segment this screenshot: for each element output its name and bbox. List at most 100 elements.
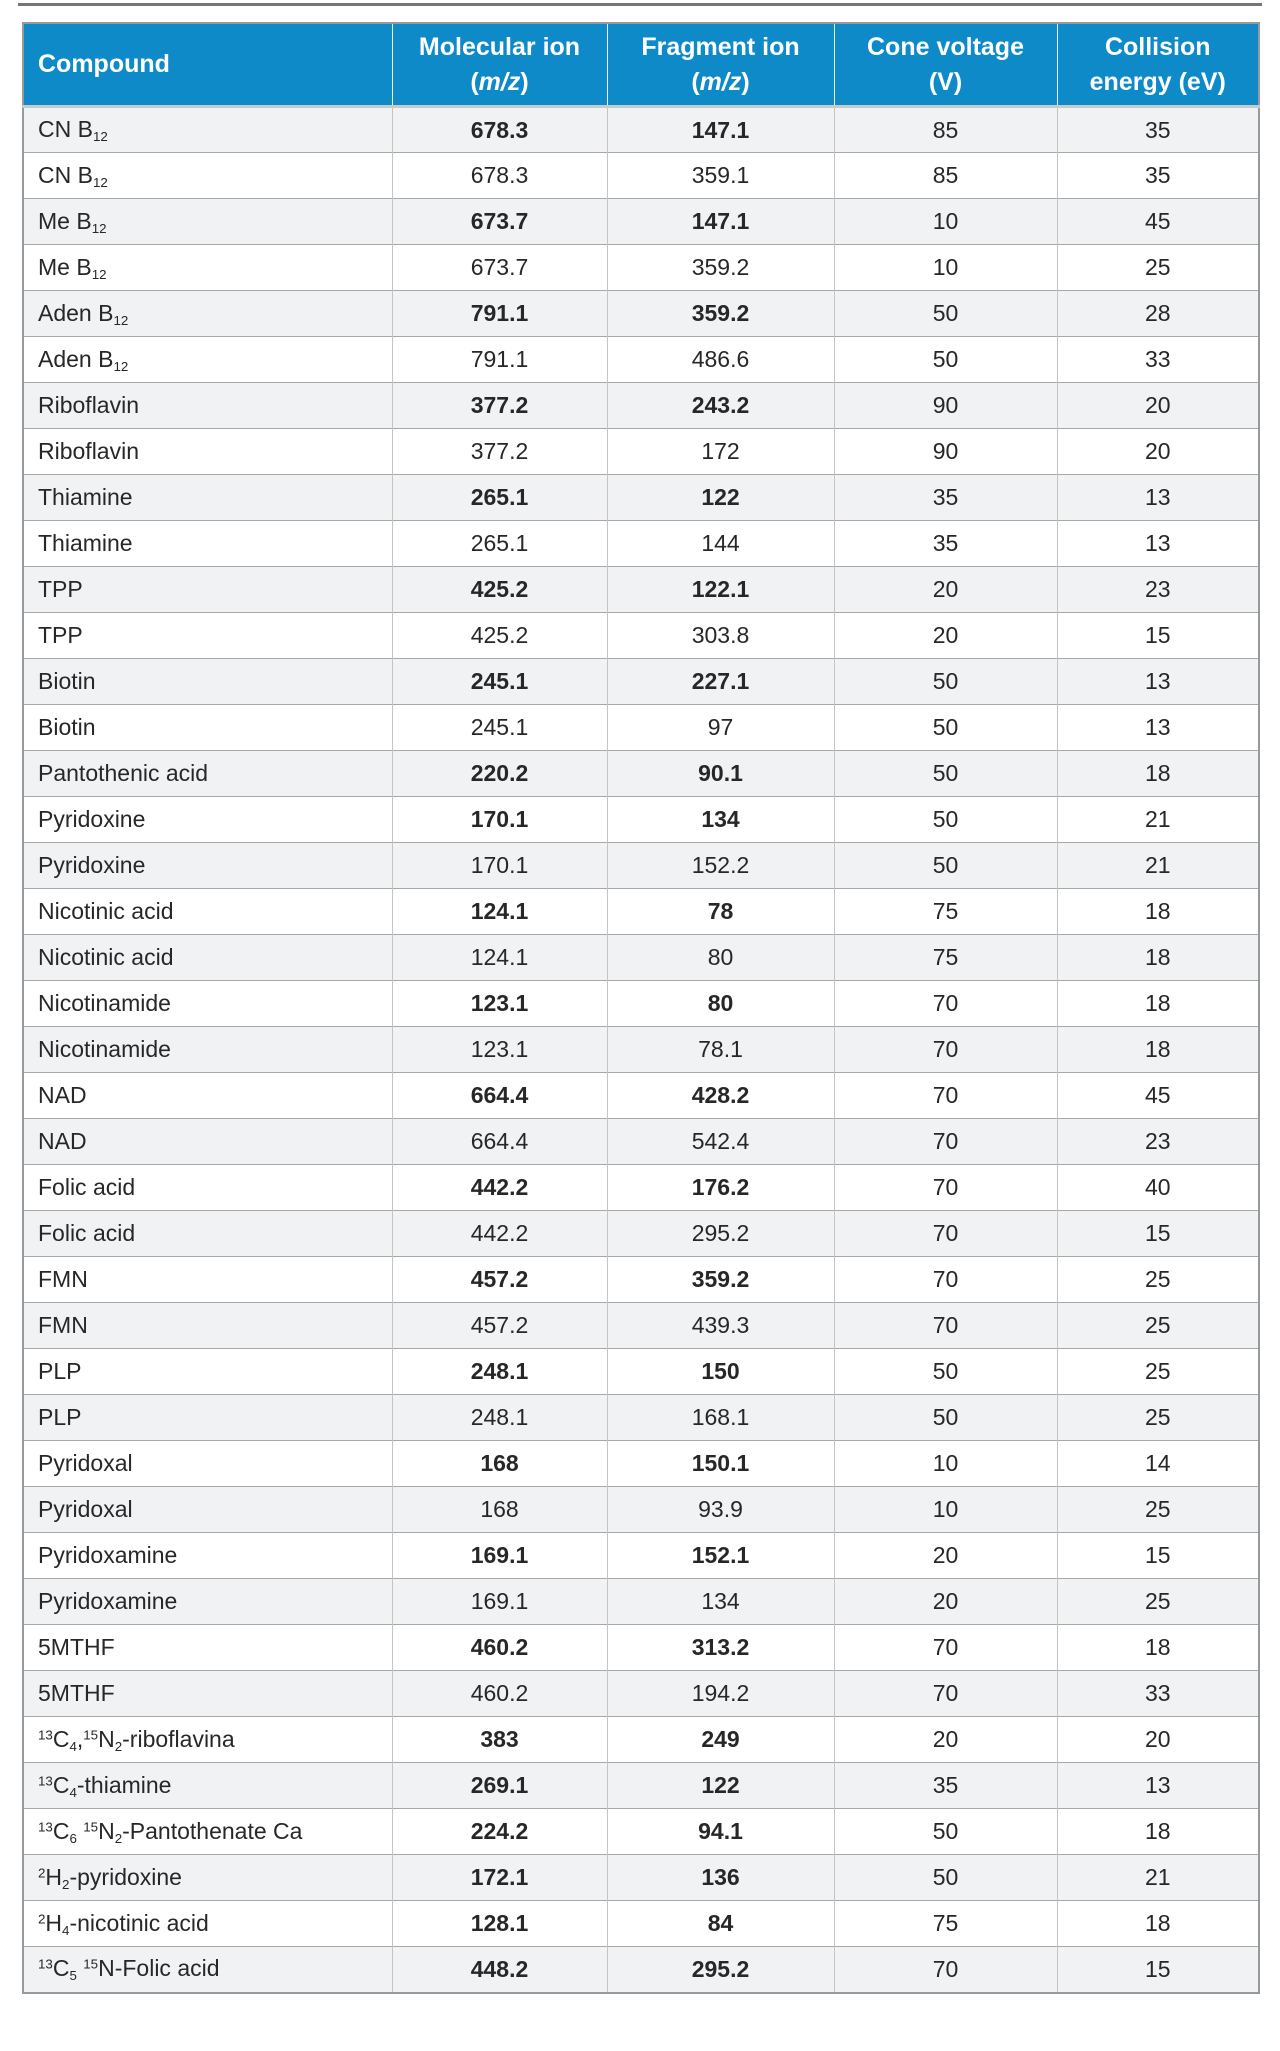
compound-cell: Folic acid xyxy=(23,1210,392,1257)
cone-voltage-cell: 35 xyxy=(833,1762,1057,1809)
compound-cell: Pantothenic acid xyxy=(23,750,392,797)
table-row: PLP 248.1 168.1 50 25 xyxy=(23,1394,1259,1441)
collision-energy-cell: 25 xyxy=(1056,1394,1259,1441)
fragment-ion-cell: 172 xyxy=(606,428,834,475)
molecular-ion-cell: 168 xyxy=(391,1486,607,1533)
header-compound-label: Compound xyxy=(38,50,170,78)
cone-voltage-cell: 85 xyxy=(833,152,1057,199)
collision-energy-cell: 18 xyxy=(1056,934,1259,981)
table-row: TPP 425.2 303.8 20 15 xyxy=(23,612,1259,659)
fragment-ion-cell: 227.1 xyxy=(606,658,834,705)
fragment-ion-cell: 428.2 xyxy=(606,1072,834,1119)
collision-energy-cell: 15 xyxy=(1056,1946,1259,1993)
table-row: Me B12 673.7 359.2 10 25 xyxy=(23,244,1259,291)
compound-cell: PLP xyxy=(23,1394,392,1441)
compound-cell: NAD xyxy=(23,1118,392,1165)
collision-energy-cell: 35 xyxy=(1056,152,1259,199)
molecular-ion-cell: 128.1 xyxy=(391,1900,607,1947)
fragment-ion-cell: 313.2 xyxy=(606,1624,834,1671)
molecular-ion-cell: 169.1 xyxy=(391,1532,607,1579)
table-row: Nicotinic acid 124.1 78 75 18 xyxy=(23,888,1259,935)
cone-voltage-cell: 50 xyxy=(833,290,1057,337)
compound-cell: 13C6 15N2-Pantothenate Ca xyxy=(23,1808,392,1855)
cone-voltage-cell: 10 xyxy=(833,244,1057,291)
table-row: Pyridoxal 168 150.1 10 14 xyxy=(23,1440,1259,1487)
fragment-ion-cell: 147.1 xyxy=(606,106,834,153)
table-row: 13C6 15N2-Pantothenate Ca 224.2 94.1 50 18 xyxy=(23,1808,1259,1855)
molecular-ion-cell: 383 xyxy=(391,1716,607,1763)
table-row: Thiamine 265.1 144 35 13 xyxy=(23,520,1259,567)
header-molecular-ion-unit: (m/z) xyxy=(470,67,529,96)
compound-cell: Nicotinamide xyxy=(23,1026,392,1073)
compound-cell: CN B12 xyxy=(23,152,392,199)
molecular-ion-cell: 123.1 xyxy=(391,980,607,1027)
cone-voltage-cell: 75 xyxy=(833,888,1057,935)
header-molecular-ion: Molecular ion (m/z) xyxy=(391,23,607,108)
compound-cell: Thiamine xyxy=(23,520,392,567)
cone-voltage-cell: 85 xyxy=(833,106,1057,153)
table-row: 2H2-pyridoxine 172.1 136 50 21 xyxy=(23,1854,1259,1901)
header-molecular-ion-line1: Molecular ion xyxy=(418,32,581,61)
molecular-ion-cell: 673.7 xyxy=(391,198,607,245)
fragment-ion-cell: 84 xyxy=(606,1900,834,1947)
fragment-ion-cell: 303.8 xyxy=(606,612,834,659)
compound-cell: TPP xyxy=(23,612,392,659)
fragment-ion-cell: 439.3 xyxy=(606,1302,834,1349)
collision-energy-cell: 25 xyxy=(1056,1486,1259,1533)
molecular-ion-cell: 377.2 xyxy=(391,382,607,429)
collision-energy-cell: 45 xyxy=(1056,198,1259,245)
compound-cell: Aden B12 xyxy=(23,290,392,337)
table-row: Nicotinic acid 124.1 80 75 18 xyxy=(23,934,1259,981)
molecular-ion-cell: 265.1 xyxy=(391,474,607,521)
molecular-ion-cell: 678.3 xyxy=(391,106,607,153)
compound-cell: Riboflavin xyxy=(23,428,392,475)
molecular-ion-cell: 664.4 xyxy=(391,1118,607,1165)
collision-energy-cell: 21 xyxy=(1056,796,1259,843)
fragment-ion-cell: 359.2 xyxy=(606,290,834,337)
molecular-ion-cell: 123.1 xyxy=(391,1026,607,1073)
table-row: NAD 664.4 542.4 70 23 xyxy=(23,1118,1259,1165)
collision-energy-cell: 25 xyxy=(1056,244,1259,291)
cone-voltage-cell: 50 xyxy=(833,1854,1057,1901)
compound-cell: NAD xyxy=(23,1072,392,1119)
compound-cell: Biotin xyxy=(23,704,392,751)
compound-cell: PLP xyxy=(23,1348,392,1395)
cone-voltage-cell: 20 xyxy=(833,566,1057,613)
collision-energy-cell: 35 xyxy=(1056,106,1259,153)
cone-voltage-cell: 90 xyxy=(833,428,1057,475)
cone-voltage-cell: 20 xyxy=(833,1532,1057,1579)
cone-voltage-cell: 70 xyxy=(833,1026,1057,1073)
header-collision-energy-line1: Collision xyxy=(1104,32,1211,61)
molecular-ion-cell: 673.7 xyxy=(391,244,607,291)
compound-cell: 5MTHF xyxy=(23,1670,392,1717)
cone-voltage-cell: 35 xyxy=(833,474,1057,521)
collision-energy-cell: 13 xyxy=(1056,520,1259,567)
fragment-ion-cell: 168.1 xyxy=(606,1394,834,1441)
molecular-ion-cell: 224.2 xyxy=(391,1808,607,1855)
fragment-ion-cell: 194.2 xyxy=(606,1670,834,1717)
molecular-ion-cell: 220.2 xyxy=(391,750,607,797)
fragment-ion-cell: 78.1 xyxy=(606,1026,834,1073)
compound-cell: Riboflavin xyxy=(23,382,392,429)
header-row: Compound Molecular ion (m/z) Fragment io… xyxy=(23,23,1259,108)
collision-energy-cell: 25 xyxy=(1056,1256,1259,1303)
molecular-ion-cell: 457.2 xyxy=(391,1302,607,1349)
compound-cell: FMN xyxy=(23,1302,392,1349)
table-row: Biotin 245.1 97 50 13 xyxy=(23,704,1259,751)
table-row: PLP 248.1 150 50 25 xyxy=(23,1348,1259,1395)
table-row: CN B12 678.3 359.1 85 35 xyxy=(23,152,1259,199)
molecular-ion-cell: 457.2 xyxy=(391,1256,607,1303)
cone-voltage-cell: 70 xyxy=(833,1256,1057,1303)
collision-energy-cell: 13 xyxy=(1056,658,1259,705)
cone-voltage-cell: 70 xyxy=(833,1210,1057,1257)
compound-cell: Pyridoxamine xyxy=(23,1578,392,1625)
table-row: Aden B12 791.1 486.6 50 33 xyxy=(23,336,1259,383)
cone-voltage-cell: 50 xyxy=(833,1348,1057,1395)
molecular-ion-cell: 124.1 xyxy=(391,934,607,981)
molecular-ion-cell: 678.3 xyxy=(391,152,607,199)
molecular-ion-cell: 170.1 xyxy=(391,842,607,889)
fragment-ion-cell: 486.6 xyxy=(606,336,834,383)
molecular-ion-cell: 170.1 xyxy=(391,796,607,843)
collision-energy-cell: 33 xyxy=(1056,1670,1259,1717)
fragment-ion-cell: 359.2 xyxy=(606,244,834,291)
